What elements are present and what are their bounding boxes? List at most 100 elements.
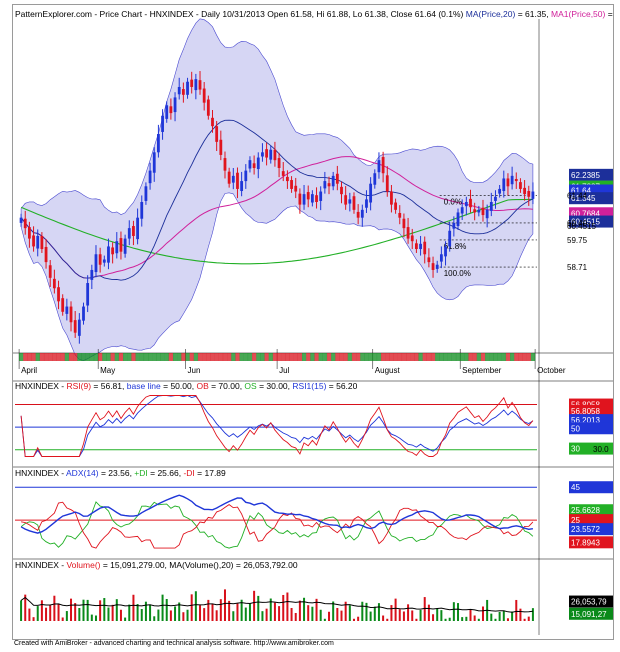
volume-ma-line	[20, 596, 533, 613]
candle-body	[186, 81, 189, 95]
trend-strip-cell	[206, 353, 211, 361]
candle-body	[48, 265, 52, 278]
candle-body	[331, 175, 335, 187]
candle-body	[344, 195, 348, 205]
trend-strip-cell	[326, 353, 332, 361]
trend-strip-cell	[185, 353, 190, 361]
trend-strip-cell	[160, 353, 165, 361]
adx-tag-1: 25.6628	[571, 506, 600, 515]
trend-strip-cell	[227, 353, 232, 361]
volume-bar	[519, 608, 522, 621]
trend-strip-cell	[56, 353, 61, 361]
volume-bar	[515, 599, 518, 621]
volume-bar	[286, 592, 289, 621]
bollinger-band	[20, 18, 534, 361]
candle-body	[269, 149, 273, 160]
trend-strip-cell	[310, 353, 315, 361]
candle-body	[223, 158, 227, 171]
volume-bar	[307, 605, 310, 621]
trend-strip-cell	[114, 353, 120, 361]
volume-bar	[28, 608, 31, 621]
trend-strip-cell	[293, 353, 299, 361]
volume-bar	[149, 605, 152, 621]
candle-body	[244, 170, 248, 182]
candle-body	[531, 191, 535, 199]
volume-bar	[232, 611, 235, 621]
trend-strip-cell	[301, 353, 307, 361]
candle-body	[77, 319, 81, 336]
volume-bar	[357, 616, 360, 621]
trend-strip-cell	[318, 353, 323, 361]
candle-body	[369, 183, 373, 203]
trend-strip-cell	[131, 353, 136, 361]
volume-bar	[531, 608, 534, 621]
candle-body	[489, 201, 493, 211]
volume-bar	[128, 604, 131, 621]
price-tag-3-bg	[569, 192, 613, 205]
candle-body	[360, 209, 364, 218]
volume-bar	[57, 603, 60, 621]
trend-strip-cell	[77, 353, 82, 361]
trend-strip-cell	[235, 353, 240, 361]
trend-strip-cell	[435, 353, 440, 361]
volume-bar	[481, 606, 484, 621]
trend-strip-cell	[264, 353, 269, 361]
candle-body	[348, 199, 352, 204]
trend-strip-cell	[43, 353, 49, 361]
rsi-title: HNXINDEX - RSI(9) = 56.81, base line = 5…	[15, 381, 358, 391]
candle-body	[460, 207, 464, 214]
volume-bar	[298, 600, 301, 621]
candle-body	[427, 257, 431, 263]
candle-body	[90, 269, 94, 280]
trend-strip-cell	[89, 353, 95, 361]
trend-strip-cell	[497, 353, 502, 361]
candle-body	[527, 191, 531, 197]
trend-strip-cell	[23, 353, 28, 361]
ma200-line	[20, 198, 533, 265]
trend-strip-cell	[464, 353, 469, 361]
month-label-6: October	[537, 366, 566, 375]
candle-body	[198, 80, 202, 90]
volume-bar	[473, 615, 476, 621]
trend-strip-cell	[252, 353, 257, 361]
candle-body	[40, 235, 44, 250]
volume-bar	[103, 598, 106, 621]
candle-body	[65, 306, 69, 314]
volume-bar	[465, 616, 468, 621]
volume-bar	[32, 617, 35, 621]
trend-strip-cell	[322, 353, 328, 361]
trend-strip-cell	[347, 353, 353, 361]
volume-bar	[153, 616, 156, 621]
candle-body	[435, 264, 439, 269]
price-tag-0: 62.2385	[571, 171, 600, 180]
candle-body	[127, 228, 131, 239]
trend-strip-cell	[73, 353, 78, 361]
candle-body	[32, 235, 35, 247]
volume-bar	[157, 609, 160, 621]
candle-body	[265, 149, 268, 158]
volume-bar	[444, 618, 447, 621]
candle-body	[19, 217, 23, 223]
volume-bar	[273, 602, 276, 621]
trend-strip-cell	[60, 353, 65, 361]
candle-body	[365, 199, 368, 208]
volume-bar	[190, 594, 193, 621]
rsi9-line	[20, 395, 534, 457]
volume-bar	[49, 605, 52, 621]
trend-strip-cell	[368, 353, 373, 361]
volume-bar	[82, 599, 85, 621]
volume-bar	[523, 618, 526, 621]
trend-strip-cell	[247, 353, 253, 361]
volume-bar	[377, 603, 380, 621]
volume-bar	[257, 595, 260, 621]
volume-bar	[169, 610, 172, 621]
candle-body	[57, 287, 60, 302]
volume-bar	[40, 600, 43, 621]
volume-bar	[511, 611, 514, 621]
adx-tag-4-bg	[569, 536, 613, 549]
trend-strip-cell	[364, 353, 369, 361]
volume-bar	[244, 607, 247, 621]
volume-bar	[427, 604, 430, 621]
volume-bar	[506, 618, 509, 621]
trend-strip-cell	[360, 353, 365, 361]
